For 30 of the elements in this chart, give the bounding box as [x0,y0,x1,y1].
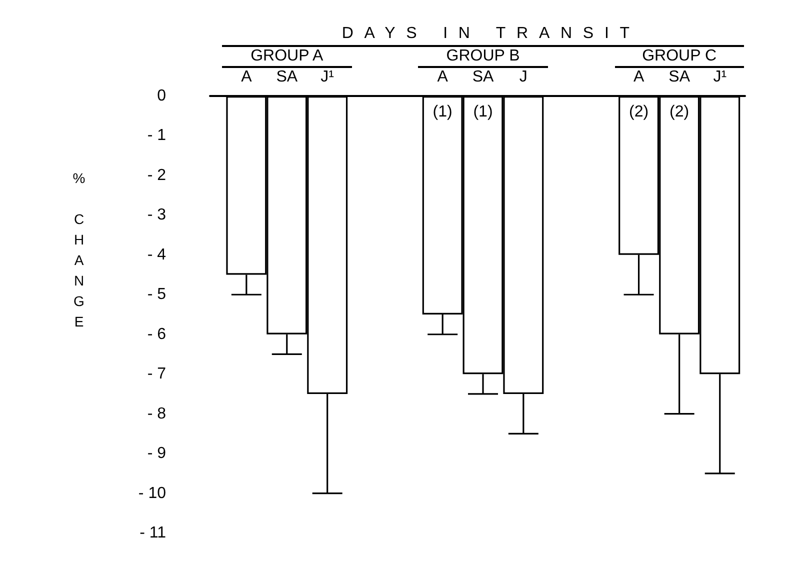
text: DAYS IN TRANSIT [342,25,640,43]
y-tick-label: - 1 [147,127,166,144]
y-tick-label: - 9 [147,445,166,462]
y-tick-label: - 11 [140,524,166,542]
x-tick-label: A [241,68,252,86]
x-tick-label: J [519,68,528,86]
annotation: (1) [432,104,452,120]
y-tick-label: - 3 [147,206,166,224]
annotation: (1) [473,104,493,120]
chart-title: GROUP A [250,48,324,64]
y-tick-label: - 5 [147,286,166,304]
chart-title: GROUP B [446,48,520,64]
y-tick-label: - 10 [138,484,166,502]
y-tick-label: - 8 [147,405,166,422]
annotation: (2) [629,104,649,120]
x-tick-label: SA [668,68,691,86]
y-tick-label: - 4 [147,246,166,264]
y-axis-title: % CHANGE [71,170,87,334]
y-tick-label: 0 [157,88,166,104]
x-tick-label: SA [276,68,298,86]
x-tick-label: J¹ [320,68,334,86]
x-tick-label: A [437,68,448,86]
x-tick-label: J¹ [713,68,727,86]
y-tick-label: - 2 [147,166,166,184]
annotation: (2) [670,104,690,120]
x-tick-label: A [634,68,645,86]
chart-title: GROUP C [642,48,717,64]
x-tick-label: SA [472,68,494,86]
y-tick-label: - 6 [147,326,166,343]
y-tick-label: - 7 [147,366,166,383]
